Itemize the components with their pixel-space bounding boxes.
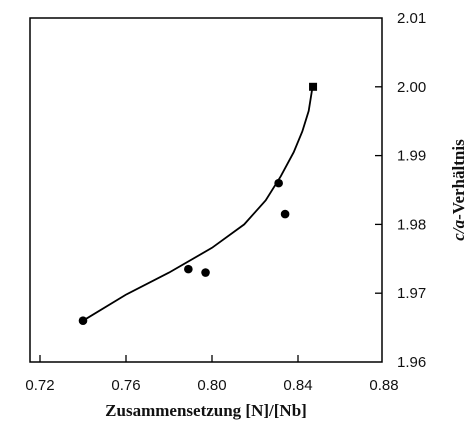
plot-frame (29, 17, 383, 363)
y-tick-label: 2.01 (397, 10, 426, 27)
data-point-circle (274, 178, 283, 188)
y-axis-title: c/a-Verhältnis (449, 139, 468, 241)
y-tick-label: 2.00 (397, 79, 426, 96)
data-points (78, 82, 318, 326)
data-point-circle (201, 268, 210, 277)
y-axis-title-italic: c/a (449, 219, 468, 240)
x-axis-ticks: 0.72 0.76 0.80 0.84 0.88 (25, 355, 399, 394)
y-tick-label: 1.96 (397, 354, 426, 371)
x-tick-label: 0.88 (369, 377, 398, 394)
data-point-circle (280, 209, 290, 219)
x-tick-label: 0.72 (25, 377, 54, 394)
data-point-square (309, 82, 318, 91)
y-tick-label: 1.99 (397, 148, 426, 165)
x-tick-label: 0.84 (283, 377, 312, 394)
data-point-circle (184, 264, 193, 274)
y-tick-label: 1.97 (397, 285, 426, 302)
y-axis-title-rest: -Verhältnis (449, 139, 468, 220)
x-tick-label: 0.80 (197, 377, 226, 394)
fit-curve (82, 90, 313, 322)
y-axis-ticks: 1.96 1.97 1.98 1.99 2.00 2.01 (375, 10, 426, 371)
y-tick-label: 1.98 (397, 216, 426, 233)
x-tick-label: 0.76 (111, 377, 140, 394)
x-axis-title: Zusammensetzung [N]/[Nb] (105, 401, 307, 420)
data-point-circle (78, 316, 88, 326)
